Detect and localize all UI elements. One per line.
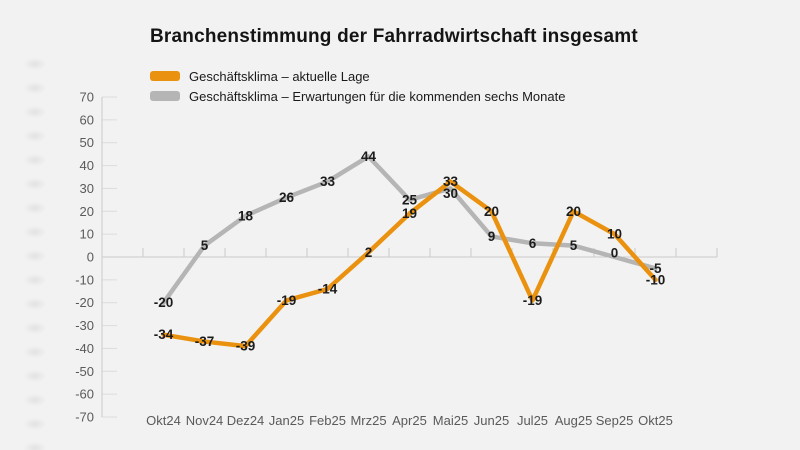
y-axis-label: -30 xyxy=(75,318,94,333)
x-axis-label: Nov24 xyxy=(186,413,224,428)
data-label-erwartungen: 33 xyxy=(320,174,336,189)
y-axis-label: -10 xyxy=(75,272,94,287)
x-axis-label: Okt25 xyxy=(638,413,673,428)
data-label-erwartungen: 6 xyxy=(529,236,537,251)
data-label-aktuelle-lage: -34 xyxy=(154,327,174,342)
data-label-erwartungen: -20 xyxy=(154,295,174,310)
data-label-aktuelle-lage: 33 xyxy=(443,174,459,189)
x-axis-label: Mrz25 xyxy=(350,413,386,428)
x-axis-label: Dez24 xyxy=(227,413,265,428)
legend-swatch-gray xyxy=(150,91,180,101)
y-axis-label: 10 xyxy=(80,227,94,242)
y-axis-label: -50 xyxy=(75,364,94,379)
data-label-erwartungen: 26 xyxy=(279,190,295,205)
data-label-erwartungen: 44 xyxy=(361,149,377,164)
x-axis-label: Okt24 xyxy=(146,413,181,428)
data-label-aktuelle-lage: -14 xyxy=(318,282,338,297)
data-label-aktuelle-lage: -39 xyxy=(236,339,256,354)
y-axis-label: 0 xyxy=(87,250,94,265)
data-label-erwartungen: 25 xyxy=(402,192,418,207)
data-label-aktuelle-lage: -19 xyxy=(523,293,543,308)
x-axis-label: Sep25 xyxy=(596,413,634,428)
data-label-aktuelle-lage: 10 xyxy=(607,227,622,242)
y-axis-label: -60 xyxy=(75,387,94,402)
y-axis-label: -40 xyxy=(75,341,94,356)
data-label-erwartungen: -5 xyxy=(649,261,661,276)
x-axis-label: Feb25 xyxy=(309,413,346,428)
y-axis-label: 30 xyxy=(80,181,94,196)
legend-item-aktuelle-lage: Geschäftsklima – aktuelle Lage xyxy=(150,66,565,86)
data-label-aktuelle-lage: -10 xyxy=(646,272,666,287)
legend-item-erwartungen: Geschäftsklima – Erwartungen für die kom… xyxy=(150,86,565,106)
x-axis-label: Apr25 xyxy=(392,413,427,428)
data-label-aktuelle-lage: 20 xyxy=(484,204,499,219)
y-axis-label: -70 xyxy=(75,410,94,425)
legend-label-aktuelle-lage: Geschäftsklima – aktuelle Lage xyxy=(189,68,370,84)
data-label-aktuelle-lage: -19 xyxy=(277,293,297,308)
chart-title: Branchenstimmung der Fahrradwirtschaft i… xyxy=(150,26,638,47)
data-label-aktuelle-lage: 20 xyxy=(566,204,581,219)
y-axis-label: 40 xyxy=(80,158,94,173)
legend-label-erwartungen: Geschäftsklima – Erwartungen für die kom… xyxy=(189,88,566,104)
data-label-erwartungen: 5 xyxy=(570,238,578,253)
legend: Geschäftsklima – aktuelle Lage Geschäfts… xyxy=(150,66,565,106)
data-label-aktuelle-lage: 19 xyxy=(402,206,417,221)
y-axis-label: 70 xyxy=(80,90,94,105)
y-axis-label: 50 xyxy=(80,135,94,150)
y-axis-label: -20 xyxy=(75,295,94,310)
y-axis-label: 20 xyxy=(80,204,94,219)
x-axis-label: Jul25 xyxy=(517,413,548,428)
data-label-aktuelle-lage: 2 xyxy=(365,245,373,260)
legend-swatch-orange xyxy=(150,71,180,81)
data-label-erwartungen: 18 xyxy=(238,208,254,223)
data-label-erwartungen: 5 xyxy=(201,238,209,253)
series-line-erwartungen xyxy=(161,154,658,305)
series-line-aktuelle-lage xyxy=(161,179,658,349)
data-label-erwartungen: 9 xyxy=(488,229,496,244)
x-axis-label: Jun25 xyxy=(474,413,509,428)
y-axis-label: 60 xyxy=(80,112,94,127)
data-label-aktuelle-lage: -37 xyxy=(195,334,215,349)
x-axis-label: Aug25 xyxy=(555,413,593,428)
data-label-erwartungen: 0 xyxy=(611,246,619,261)
x-axis-label: Mai25 xyxy=(433,413,468,428)
x-axis-label: Jan25 xyxy=(269,413,304,428)
data-label-erwartungen: 30 xyxy=(443,186,458,201)
